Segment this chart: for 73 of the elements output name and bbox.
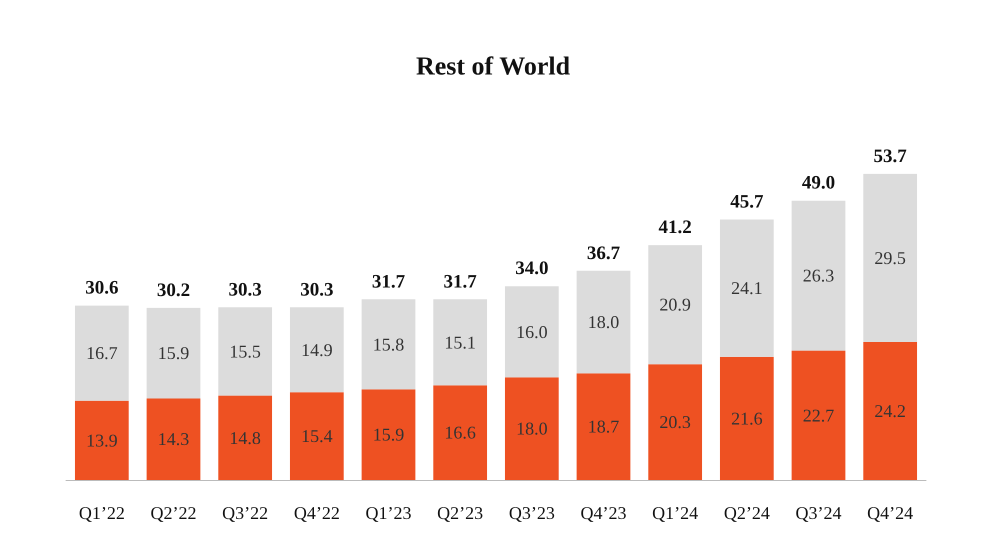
bar [576, 373, 630, 480]
total-label: 30.2 [156, 280, 190, 301]
bar [720, 220, 774, 357]
data-label: 20.3 [659, 412, 691, 432]
total-label: 31.7 [372, 271, 406, 292]
x-tick-label: Q4’23 [580, 503, 626, 523]
total-label: 30.6 [85, 278, 118, 299]
chart-title: Rest of World [416, 52, 571, 80]
data-label: 13.9 [86, 430, 118, 450]
data-label: 18.7 [588, 416, 620, 437]
data-label: 15.8 [372, 334, 404, 354]
data-label: 15.9 [372, 424, 404, 445]
x-tick-label: Q3’22 [222, 503, 268, 523]
bar [863, 342, 918, 480]
x-tick-label: Q1’24 [652, 503, 698, 523]
total-label: 34.0 [515, 258, 548, 280]
data-label: 15.4 [301, 426, 333, 446]
bar [433, 299, 488, 386]
bar [504, 286, 559, 378]
data-label: 20.9 [659, 294, 691, 315]
bar [576, 270, 630, 374]
bar [74, 400, 129, 480]
bar [720, 356, 774, 480]
data-label: 18.0 [588, 312, 620, 332]
x-tick-label: Q4’24 [867, 503, 914, 523]
total-label: 30.3 [300, 279, 334, 300]
total-label: 36.7 [586, 242, 621, 264]
bar [290, 307, 344, 392]
data-label: 24.1 [731, 278, 763, 298]
bar [362, 299, 416, 390]
x-tick-label: Q3’24 [796, 503, 842, 523]
x-tick-label: Q4’22 [294, 503, 340, 523]
bar [74, 306, 129, 401]
data-label: 16.7 [86, 343, 118, 364]
data-label: 15.9 [158, 343, 190, 364]
bar [648, 245, 702, 364]
bar [146, 308, 200, 398]
x-tick-label: Q1’23 [366, 503, 412, 523]
bar [218, 396, 272, 480]
bar [433, 385, 488, 480]
data-label: 15.1 [444, 332, 476, 352]
bar [146, 398, 200, 480]
bar [504, 377, 559, 480]
bar [648, 364, 702, 480]
x-tick-label: Q3’23 [508, 503, 555, 523]
data-label: 29.5 [874, 248, 906, 268]
total-label: 41.2 [658, 217, 692, 238]
bar [218, 307, 272, 396]
bar [863, 174, 918, 342]
data-label: 22.7 [802, 405, 834, 426]
data-label: 24.2 [874, 401, 906, 422]
total-label: 31.7 [444, 271, 478, 292]
data-label: 14.9 [301, 340, 333, 360]
bar [290, 392, 344, 480]
x-tick-label: Q1’22 [78, 503, 125, 523]
x-tick-label: Q2’22 [150, 503, 196, 523]
bar [792, 350, 846, 480]
data-label: 18.0 [516, 418, 548, 439]
x-tick-label: Q2’23 [437, 503, 484, 523]
data-label: 26.3 [802, 266, 834, 286]
data-label: 15.5 [229, 341, 261, 362]
x-tick-label: Q2’24 [724, 503, 770, 523]
data-label: 14.3 [158, 429, 190, 450]
data-label: 14.8 [229, 428, 261, 448]
data-label: 21.6 [731, 408, 763, 428]
total-label: 53.7 [874, 146, 908, 167]
total-label: 30.3 [228, 279, 262, 300]
total-label: 45.7 [730, 192, 764, 213]
bar [792, 200, 846, 351]
data-label: 16.0 [516, 322, 548, 342]
bar [362, 389, 416, 480]
data-label: 16.6 [444, 422, 476, 443]
total-label: 49.0 [802, 172, 836, 194]
